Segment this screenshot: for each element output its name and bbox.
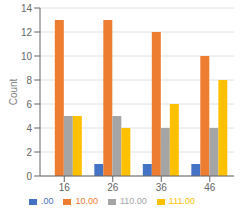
svg-text:36: 36 xyxy=(156,182,168,193)
html-text:110.00: 110.00 xyxy=(120,196,147,206)
html-text:111.00: 111.00 xyxy=(168,196,195,206)
svg-text:Count: Count xyxy=(8,78,19,105)
svg-text:16: 16 xyxy=(59,182,71,193)
svg-text:26: 26 xyxy=(107,182,119,193)
html-text:.00: .00 xyxy=(40,196,54,206)
svg-text:12: 12 xyxy=(21,27,33,38)
svg-text:4: 4 xyxy=(26,123,32,134)
svg-text:2: 2 xyxy=(26,147,32,158)
html-text:10.00: 10.00 xyxy=(75,196,98,206)
svg-text:0: 0 xyxy=(26,171,32,182)
svg-text:46: 46 xyxy=(204,182,216,193)
svg-text:6: 6 xyxy=(26,99,32,110)
svg-text:10: 10 xyxy=(21,51,33,62)
svg-text:8: 8 xyxy=(26,75,32,86)
svg-text:14: 14 xyxy=(21,3,33,14)
